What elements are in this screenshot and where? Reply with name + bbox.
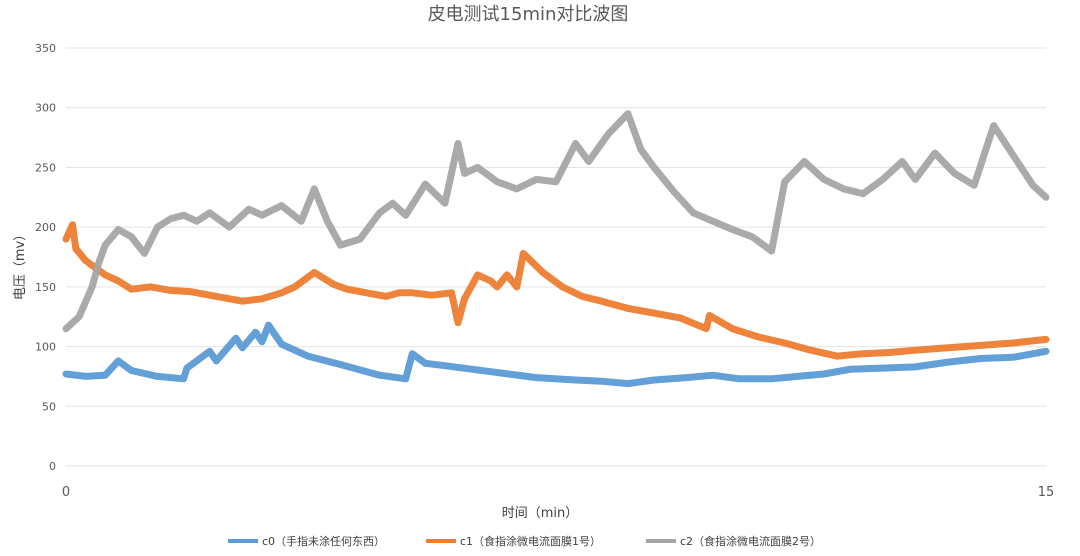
legend: c0（手指未涂任何东西） c1（食指涂微电流面膜1号） c2（食指涂微电流面膜2号）	[228, 534, 821, 548]
y-tick-label: 0	[49, 460, 56, 473]
y-tick-labels: 0 50 100 150 200 250 300 350	[35, 42, 56, 473]
y-tick-label: 300	[35, 102, 56, 115]
x-tick-labels: 0 15	[62, 485, 1054, 500]
y-tick-label: 350	[35, 42, 56, 55]
x-axis-label: 时间（min）	[502, 506, 579, 521]
y-tick-label: 50	[42, 400, 56, 413]
series-lines	[62, 110, 1050, 388]
grid-lines	[66, 47, 1046, 467]
x-tick-label: 0	[62, 485, 70, 500]
y-axis-label: 电压（mv）	[13, 228, 28, 300]
legend-label-c0: c0（手指未涂任何东西）	[262, 534, 385, 548]
y-tick-label: 250	[35, 161, 56, 174]
legend-label-c2: c2（食指涂微电流面膜2号）	[680, 534, 821, 548]
y-tick-label: 100	[35, 341, 56, 354]
x-tick-label: 15	[1038, 485, 1055, 500]
series-line-c2	[62, 110, 1050, 333]
series-line-c0	[62, 321, 1050, 388]
series-line-c1	[62, 221, 1050, 360]
chart-title: 皮电测试15min对比波图	[428, 4, 629, 25]
y-tick-label: 150	[35, 281, 56, 294]
y-tick-label: 200	[35, 221, 56, 234]
legend-label-c1: c1（食指涂微电流面膜1号）	[460, 534, 601, 548]
